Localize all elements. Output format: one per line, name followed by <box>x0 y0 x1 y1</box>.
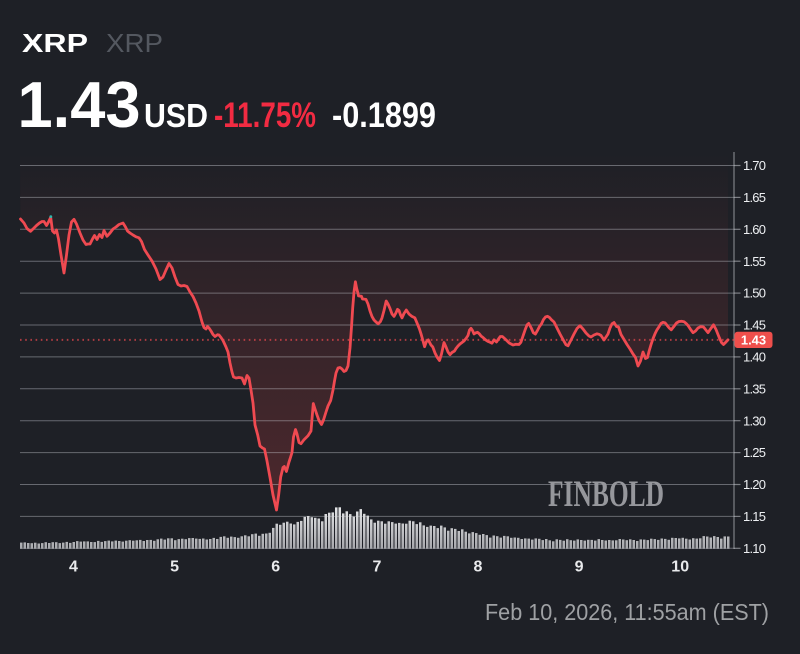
svg-text:1.30: 1.30 <box>743 413 766 428</box>
svg-text:4: 4 <box>69 559 78 576</box>
svg-text:1.35: 1.35 <box>743 381 766 396</box>
svg-text:1.45: 1.45 <box>743 318 766 333</box>
svg-text:USD: USD <box>144 98 208 135</box>
svg-text:5: 5 <box>170 559 179 576</box>
svg-text:1.40: 1.40 <box>743 350 766 365</box>
svg-text:1.15: 1.15 <box>743 509 766 524</box>
svg-text:10: 10 <box>671 559 689 576</box>
svg-text:1.43: 1.43 <box>18 68 141 141</box>
svg-text:FINBOLD: FINBOLD <box>548 474 664 515</box>
svg-text:1.10: 1.10 <box>743 541 766 556</box>
svg-text:-0.1899: -0.1899 <box>332 96 436 135</box>
svg-text:XRP: XRP <box>22 28 88 58</box>
svg-text:1.20: 1.20 <box>743 477 766 492</box>
svg-text:1.70: 1.70 <box>743 158 766 173</box>
svg-text:-11.75%: -11.75% <box>214 96 316 135</box>
svg-text:1.50: 1.50 <box>743 286 766 301</box>
svg-text:Feb 10, 2026, 11:55am (EST): Feb 10, 2026, 11:55am (EST) <box>485 599 769 625</box>
svg-text:1.55: 1.55 <box>743 254 766 269</box>
svg-text:7: 7 <box>372 559 381 576</box>
svg-text:1.25: 1.25 <box>743 445 766 460</box>
svg-text:6: 6 <box>271 559 280 576</box>
svg-text:1.60: 1.60 <box>743 222 766 237</box>
svg-text:XRP: XRP <box>106 28 163 58</box>
svg-text:1.65: 1.65 <box>743 190 766 205</box>
svg-text:8: 8 <box>474 559 483 576</box>
svg-text:9: 9 <box>575 559 584 576</box>
svg-text:1.43: 1.43 <box>741 333 766 348</box>
